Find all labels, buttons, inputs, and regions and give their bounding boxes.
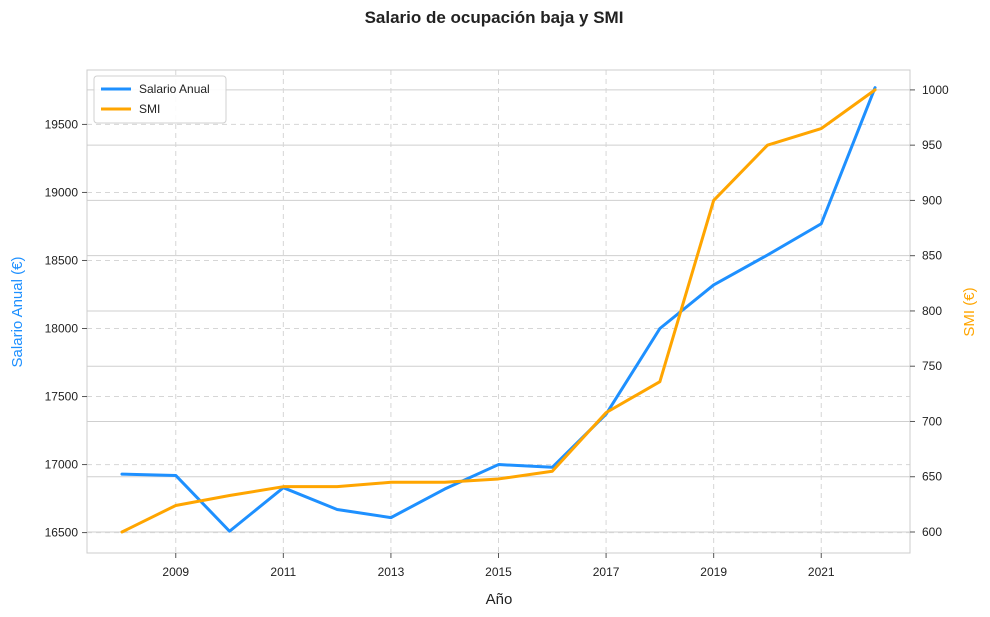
left-y-axis-label: Salario Anual (€) <box>9 257 26 368</box>
x-tick-label: 2017 <box>593 565 620 579</box>
x-tick-label: 2015 <box>485 565 512 579</box>
right-tick-label: 800 <box>922 304 942 318</box>
legend: Salario Anual SMI <box>93 75 227 124</box>
series-line-salario-anual <box>120 86 877 533</box>
left-tick-label: 19000 <box>45 185 79 199</box>
right-tick-label: 950 <box>922 138 942 152</box>
series-line-smi <box>120 88 877 534</box>
x-axis-gridlines <box>175 70 822 553</box>
series-layer <box>120 86 877 534</box>
left-y-tick-labels: 16500 17000 17500 18000 18500 19000 19500 <box>45 117 87 540</box>
right-y-axis-label: SMI (€) <box>961 287 978 336</box>
left-tick-label: 17000 <box>45 458 79 472</box>
left-tick-label: 18500 <box>45 253 79 267</box>
x-tick-label: 2011 <box>270 565 296 579</box>
x-tick-label: 2019 <box>700 565 727 579</box>
legend-label-salario: Salario Anual <box>139 82 210 96</box>
right-tick-label: 700 <box>922 414 942 428</box>
left-tick-label: 17500 <box>45 390 79 404</box>
chart-title: Salario de ocupación baja y SMI <box>365 8 624 27</box>
right-tick-label: 1000 <box>922 83 949 97</box>
right-tick-label: 850 <box>922 249 942 263</box>
x-tick-label: 2013 <box>378 565 405 579</box>
right-tick-label: 600 <box>922 525 942 539</box>
left-tick-label: 18000 <box>45 322 79 336</box>
x-axis-label: Año <box>486 591 513 608</box>
x-tick-labels: 2009 2011 2013 2015 2017 2019 2021 <box>162 553 835 579</box>
x-tick-label: 2021 <box>808 565 835 579</box>
right-tick-label: 900 <box>922 193 942 207</box>
right-y-tick-labels: 600 650 700 750 800 850 900 950 1000 <box>910 83 949 539</box>
legend-label-smi: SMI <box>139 102 160 116</box>
right-tick-label: 650 <box>922 470 942 484</box>
x-tick-label: 2009 <box>162 565 189 579</box>
left-tick-label: 19500 <box>45 117 79 131</box>
right-tick-label: 750 <box>922 359 942 373</box>
left-tick-label: 16500 <box>45 526 79 540</box>
left-axis-gridlines <box>87 123 910 534</box>
